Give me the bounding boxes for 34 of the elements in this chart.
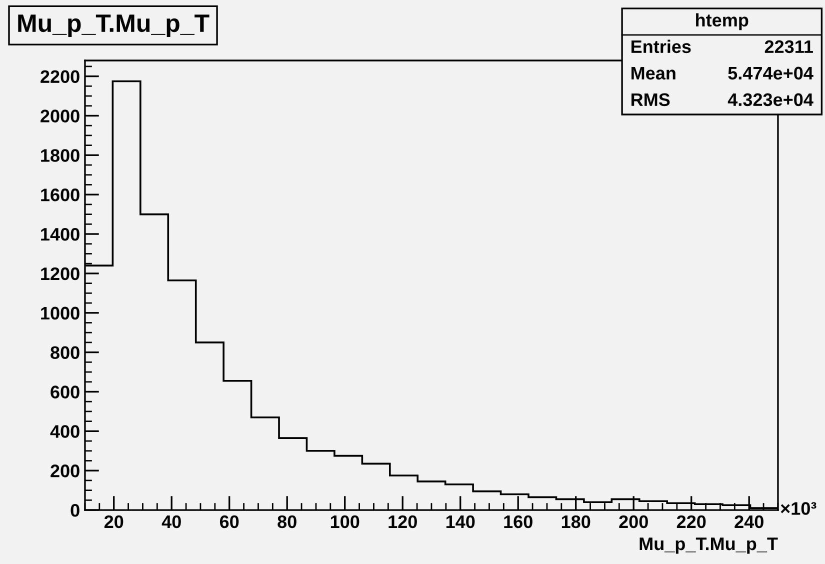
x-tick-label: 60 [220,515,239,528]
annotation: 4.323e+04 [728,93,814,106]
x-tick-label: 140 [446,515,475,528]
text: Entries [632,40,691,54]
y-tick-label: 400 [50,425,80,438]
annotation: Mean [632,66,676,80]
x-axis-title: Mu_p_T.Mu_p_T [640,538,778,554]
y-tick-label: 2200 [40,70,80,84]
x-tick-label: 100 [330,515,360,528]
x-tick-label: 120 [388,515,417,528]
y-tick-label: 800 [50,346,80,360]
y-tick-label: 1400 [41,228,80,241]
y-tick-label: 0 [70,504,80,517]
y-tick-label: 1000 [41,306,80,320]
text: htemp [696,13,748,30]
y-tick-label: 1200 [41,267,80,280]
y-tick-label: 600 [50,386,80,398]
annotation: RMS [632,93,670,106]
y-tick-label: 200 [50,464,80,478]
x-tick-label: 180 [562,515,590,528]
x-tick-label: 80 [278,515,296,528]
x-tick-label: 160 [504,515,532,528]
text: ×10³ [780,502,816,515]
y-tick-label: 2000 [40,110,80,122]
y-tick-label: 1800 [41,149,80,162]
text: 22311 [764,40,813,54]
x-tick-label: 240 [734,515,764,528]
x-tick-label: 220 [676,515,706,528]
chart-title: Mu_p_T.Mu_p_T [18,14,210,38]
y-tick-label: 1600 [41,188,80,202]
annotation: 5.474e+04 [728,66,814,80]
x-tick-label: 40 [162,515,181,528]
x-tick-label: 200 [619,515,648,528]
x-tick-label: 20 [104,515,124,528]
